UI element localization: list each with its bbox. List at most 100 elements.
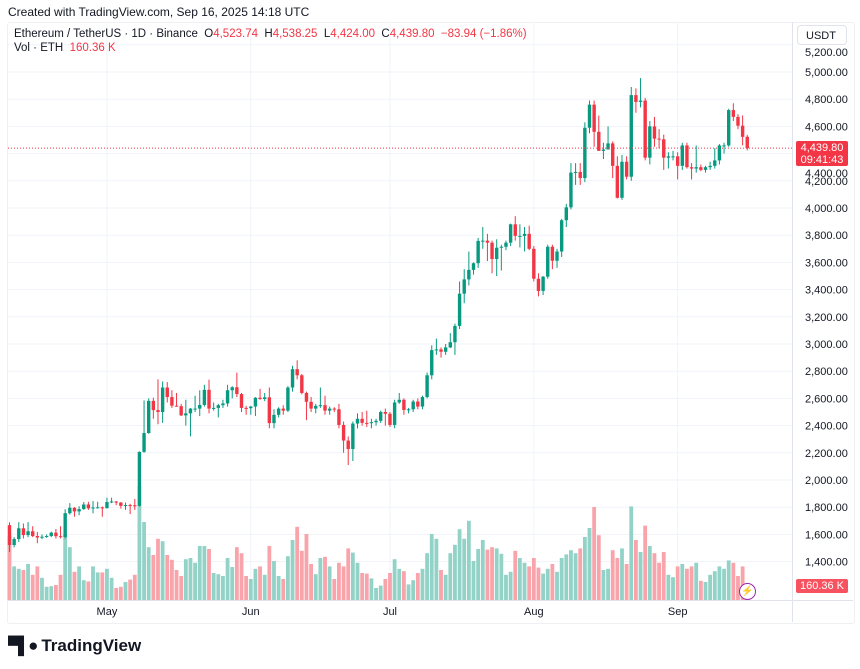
volume-bar xyxy=(216,574,221,600)
last-price-tag: 4,439.80 09:41:43 xyxy=(796,141,848,166)
candle-down xyxy=(165,387,169,398)
candle-up xyxy=(82,504,86,510)
candle-up xyxy=(694,167,698,169)
candle-up xyxy=(564,207,568,221)
candle-up xyxy=(68,507,72,514)
candle-down xyxy=(578,171,582,179)
volume-bar xyxy=(170,559,174,600)
candle-up xyxy=(147,400,151,434)
low-value: 4,424.00 xyxy=(330,28,376,40)
volume-bar xyxy=(731,562,736,600)
candle-up xyxy=(105,502,109,509)
volume-bar xyxy=(332,579,337,600)
bar-countdown: 09:41:43 xyxy=(800,154,844,166)
volume-bar xyxy=(299,550,304,600)
volume-bar xyxy=(262,574,267,600)
volume-bar xyxy=(230,567,235,600)
volume-bar xyxy=(717,566,722,600)
volume-bar xyxy=(694,562,699,600)
volume-bar xyxy=(388,573,392,600)
volume-bar xyxy=(44,586,49,600)
candle-up xyxy=(249,406,253,409)
candle-up xyxy=(448,342,452,348)
volume-bar xyxy=(21,570,26,600)
volume-bar xyxy=(91,566,95,600)
volume-bar xyxy=(466,520,471,600)
volume-bar xyxy=(541,573,545,600)
candle-down xyxy=(536,278,541,291)
volume-bar xyxy=(26,564,30,600)
volume-bar xyxy=(448,553,453,600)
price-tick-label: 3,200.00 xyxy=(805,312,848,324)
candle-up xyxy=(587,104,592,128)
symbol-legend: Ethereum / TetherUS · 1D · Binance O4,52… xyxy=(14,27,527,55)
volume-bar xyxy=(504,574,508,600)
candle-down xyxy=(383,412,388,414)
price-tick-label: 3,600.00 xyxy=(805,257,848,269)
candle-up xyxy=(430,350,434,376)
candle-down xyxy=(31,531,35,537)
candle-down xyxy=(597,131,601,151)
candle-down xyxy=(745,136,749,149)
candle-up xyxy=(569,172,573,208)
volume-bar xyxy=(596,535,601,600)
time-tick-label: Aug xyxy=(524,606,544,618)
volume-bar xyxy=(624,564,629,600)
candle-up xyxy=(620,161,624,198)
candle-up xyxy=(286,387,290,411)
volume-label[interactable]: Vol · ETH xyxy=(14,42,64,54)
volume-bar xyxy=(592,507,597,600)
candle-down xyxy=(365,422,369,424)
volume-bar xyxy=(429,534,434,600)
volume-bar xyxy=(374,588,378,600)
high-value: 4,538.25 xyxy=(272,28,318,40)
candle-up xyxy=(379,412,383,421)
price-tick-label: 3,800.00 xyxy=(805,230,848,242)
symbol-title[interactable]: Ethereum / TetherUS · 1D · Binance xyxy=(14,28,198,40)
candle-up xyxy=(211,407,216,409)
tradingview-logo: ▀▌● TradingView xyxy=(8,636,141,656)
candle-down xyxy=(736,116,740,126)
candle-up xyxy=(314,405,318,409)
volume-bar xyxy=(675,566,680,600)
candle-up xyxy=(559,220,564,252)
volume-bar xyxy=(146,547,151,600)
candle-down xyxy=(86,504,91,509)
candle-down xyxy=(662,139,666,158)
volume-bar xyxy=(518,558,522,600)
volume-bar xyxy=(35,566,40,600)
volume-bar xyxy=(513,550,518,600)
candle-down xyxy=(592,104,596,132)
volume-bar xyxy=(708,574,713,600)
candle-down xyxy=(304,392,309,402)
volume-bar xyxy=(313,574,318,600)
tradingview-logo-icon: ▀▌● xyxy=(8,636,38,655)
candle-up xyxy=(188,408,193,414)
volume-bar xyxy=(151,555,156,600)
volume-bar xyxy=(457,529,462,600)
volume-bar xyxy=(601,570,606,600)
candle-down xyxy=(341,424,346,441)
candle-down xyxy=(652,126,657,139)
volume-bar xyxy=(58,574,63,600)
volume-bar xyxy=(267,546,272,600)
volume-bar xyxy=(420,568,425,600)
candle-up xyxy=(276,408,281,415)
candle-down xyxy=(72,507,77,512)
volume-bar xyxy=(179,576,184,600)
volume-bar xyxy=(712,571,717,600)
time-tick-label: Sep xyxy=(668,606,688,618)
lightning-icon[interactable]: ⚡ xyxy=(739,583,756,600)
candle-up xyxy=(369,422,374,424)
volume-bar xyxy=(290,540,295,600)
volume-bar xyxy=(508,571,513,600)
currency-unit-button[interactable]: USDT xyxy=(797,25,847,45)
volume-bar xyxy=(248,579,253,600)
candle-down xyxy=(657,138,661,140)
price-tick-label: 1,600.00 xyxy=(805,529,848,541)
candle-down xyxy=(207,389,211,409)
candle-down xyxy=(170,397,174,406)
candle-down xyxy=(174,405,179,407)
candle-down xyxy=(699,167,703,170)
